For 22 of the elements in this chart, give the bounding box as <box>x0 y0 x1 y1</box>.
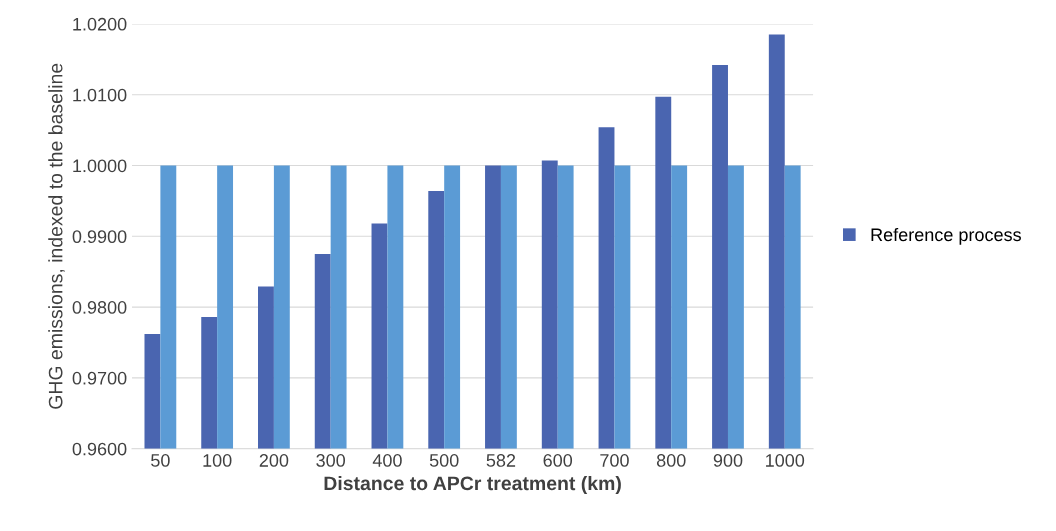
x-tick-label: 700 <box>600 454 629 467</box>
x-tick-label: 800 <box>656 454 686 467</box>
y-tick-label: 1.0000 <box>73 159 127 173</box>
x-tick-label: 500 <box>429 454 459 467</box>
y-tick-label: 0.9900 <box>72 230 127 244</box>
y-axis-title: GHG emissions, indexed to the baseline <box>48 63 65 409</box>
x-tick-label: 50 <box>151 454 170 467</box>
x-tick-label: 400 <box>372 454 402 467</box>
legend-label: Reference process <box>871 227 1021 245</box>
x-axis-title: Distance to APCr treatment (km) <box>324 475 621 495</box>
x-tick-label: 100 <box>203 454 232 467</box>
x-tick-label: 900 <box>713 454 743 467</box>
y-tick-label: 1.0200 <box>73 17 127 31</box>
y-tick-label: 0.9600 <box>72 442 127 456</box>
x-tick-label: 300 <box>316 454 346 467</box>
x-tick-label: 600 <box>543 454 573 467</box>
x-tick-label: 582 <box>486 454 516 467</box>
x-tick-label: 200 <box>259 454 289 467</box>
y-tick-label: 0.9700 <box>72 371 127 385</box>
y-tick-label: 0.9800 <box>72 301 127 314</box>
x-tick-label: 1000 <box>766 454 805 467</box>
y-tick-label: 1.0100 <box>73 88 127 102</box>
